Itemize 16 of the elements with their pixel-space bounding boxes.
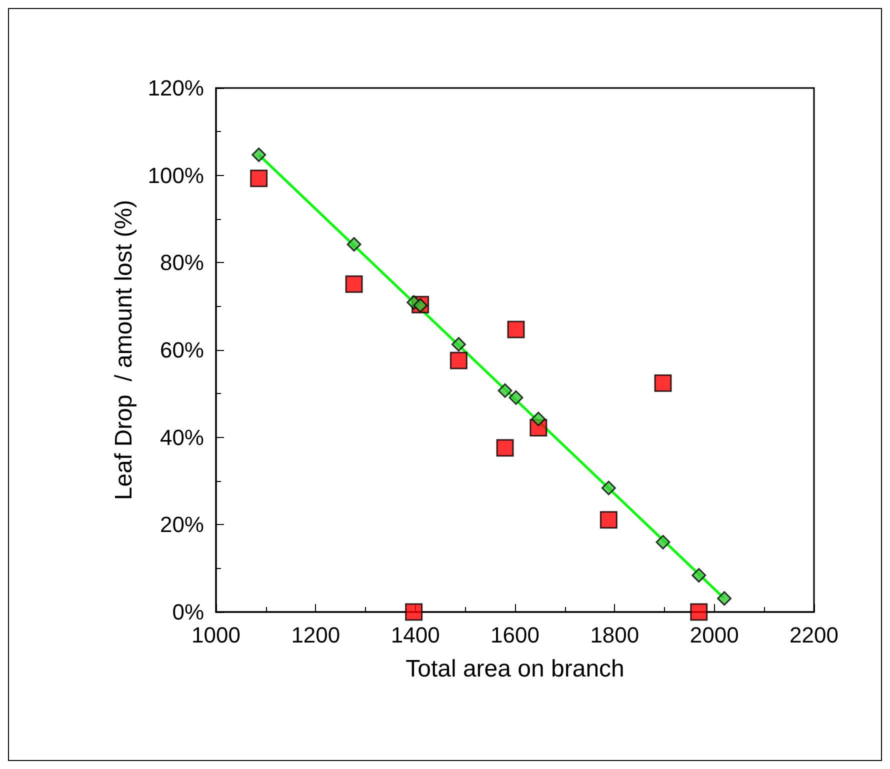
x-tick-label: 1200 <box>291 622 340 648</box>
y-axis-title: Leaf Drop / amount lost (%) <box>110 200 138 500</box>
x-tick-label: 2200 <box>790 622 838 648</box>
x-tick-label: 1800 <box>590 622 640 648</box>
y-tick-label: 20% <box>160 512 204 538</box>
x-tick-label: 2000 <box>690 622 739 648</box>
y-tick-label: 80% <box>160 250 204 276</box>
y-tick-label: 120% <box>148 76 204 100</box>
y-tick-label: 0% <box>172 600 204 624</box>
y-tick-label: 100% <box>148 162 204 188</box>
x-axis-title: Total area on branch <box>406 656 624 682</box>
x-tick-label: 1000 <box>192 622 240 648</box>
x-tick-label: 1400 <box>390 622 440 648</box>
y-tick-label: 60% <box>160 338 204 362</box>
y-tick-label: 40% <box>160 424 204 450</box>
x-tick-label: 1600 <box>490 622 540 648</box>
